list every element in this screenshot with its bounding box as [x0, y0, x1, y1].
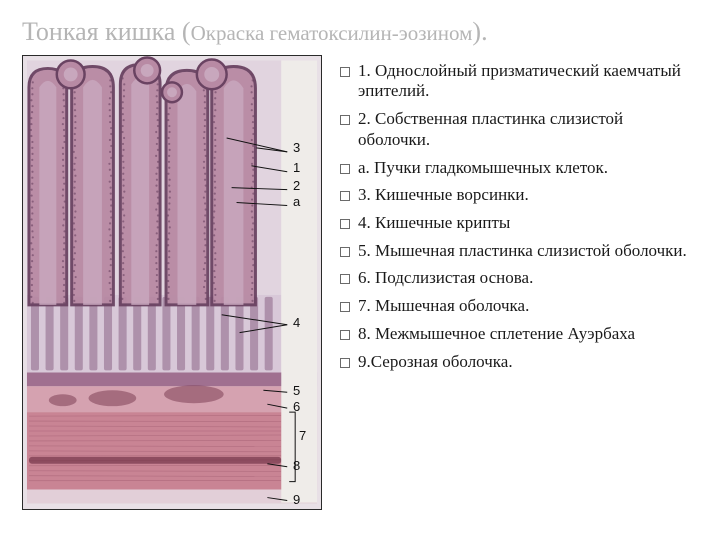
legend-item: 2. Собственная пластинка слизистой оболо… [336, 109, 698, 150]
legend-item: 8. Межмышечное сплетение Ауэрбаха [336, 324, 698, 345]
title-close: ). [472, 17, 487, 46]
legend-list: 1. Однослойный призматический каемчатый … [336, 55, 698, 524]
slide-title: Тонкая кишка (Окраска гематоксилин-эозин… [22, 18, 698, 47]
legend-item: 4. Кишечные крипты [336, 213, 698, 234]
figure-label: 8 [293, 458, 300, 473]
title-main: Тонкая кишка ( [22, 17, 191, 46]
legend-item: 9.Серозная оболочка. [336, 352, 698, 373]
legend-item: 3. Кишечные ворсинки. [336, 185, 698, 206]
figure-label: 9 [293, 492, 300, 507]
slide-content: 3 1 2а 4 56 7 8 9 1. Однослойный призматический… [22, 55, 698, 524]
figure-label: 6 [293, 399, 300, 414]
histology-svg [23, 56, 321, 509]
legend-item: 1. Однослойный призматический каемчатый … [336, 61, 698, 102]
figure-label: 4 [293, 315, 300, 330]
figure-label: 7 [299, 428, 306, 443]
figure-label: 1 [293, 160, 300, 175]
legend-item: 5. Мышечная пластинка слизистой оболочки… [336, 241, 698, 262]
figure-label: 2 [293, 178, 300, 193]
figure-label: 5 [293, 383, 300, 398]
figure-label: 3 [293, 140, 300, 155]
histology-figure: 3 1 2а 4 56 7 8 9 [22, 55, 322, 510]
legend-item: 6. Подслизистая основа. [336, 268, 698, 289]
title-sub: Окраска гематоксилин-эозином [191, 21, 473, 45]
legend-item: а. Пучки гладкомышечных клеток. [336, 158, 698, 179]
legend-item: 7. Мышечная оболочка. [336, 296, 698, 317]
figure-label: а [293, 194, 300, 209]
